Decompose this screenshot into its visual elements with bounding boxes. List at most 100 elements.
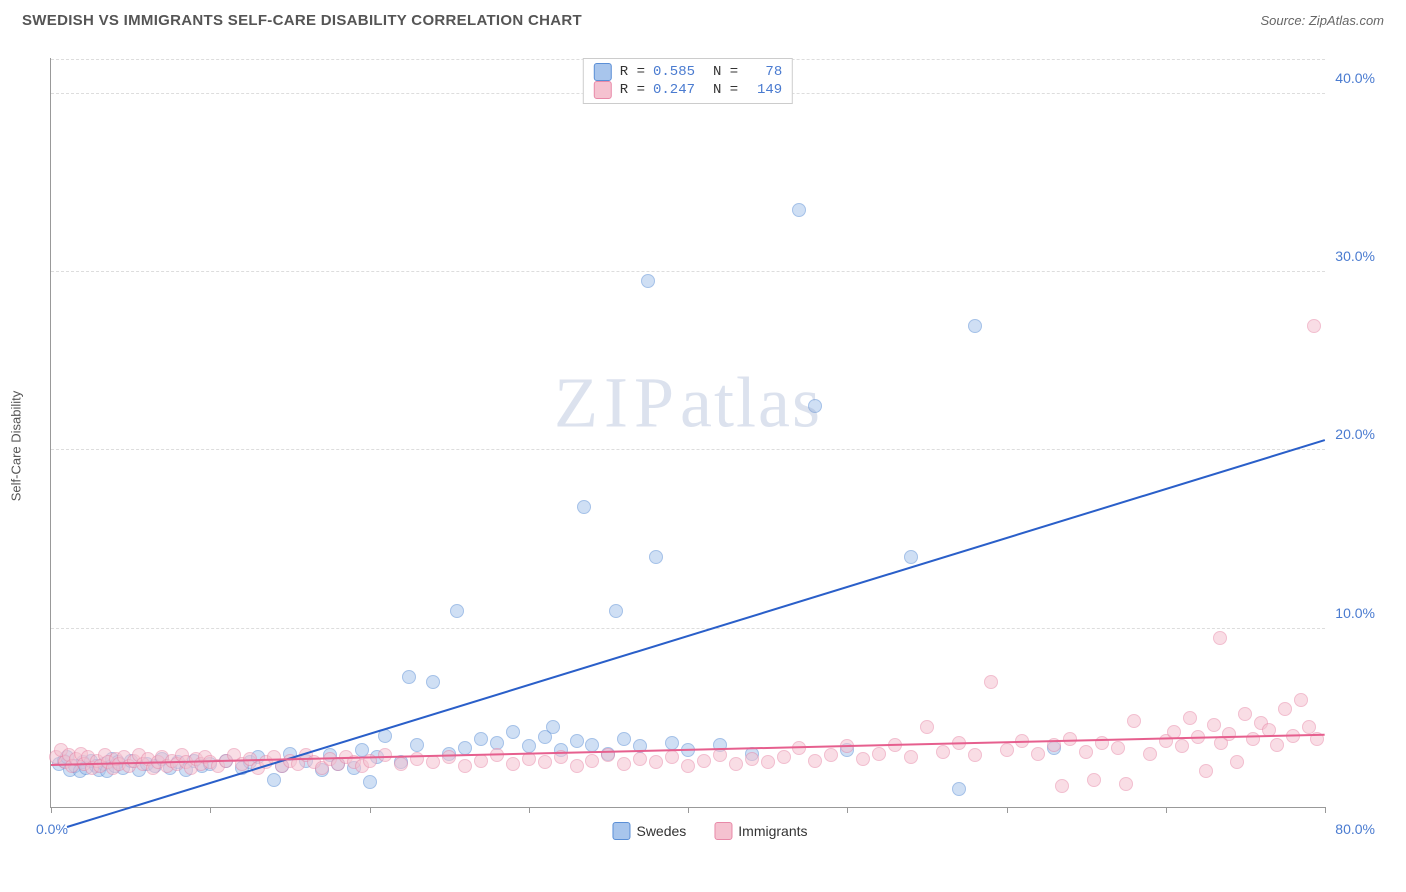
scatter-point [506, 757, 520, 771]
x-tick-label: 80.0% [1335, 821, 1375, 837]
scatter-point [792, 203, 806, 217]
gridline-h [51, 449, 1325, 450]
scatter-point [1307, 319, 1321, 333]
scatter-point [1087, 773, 1101, 787]
legend-n-value: 149 [746, 82, 782, 98]
y-axis-label: Self-Care Disability [9, 391, 24, 502]
legend-n-label: N = [713, 64, 738, 80]
legend-item: Swedes [612, 822, 686, 840]
correlation-legend: R = 0.585 N = 78 R = 0.247 N = 149 [583, 58, 793, 104]
legend-label: Swedes [636, 823, 686, 839]
y-tick-label: 40.0% [1335, 70, 1375, 86]
legend-swatch [612, 822, 630, 840]
scatter-point [984, 675, 998, 689]
x-tick [51, 807, 52, 813]
scatter-point [968, 748, 982, 762]
scatter-point [617, 732, 631, 746]
gridline-h [51, 628, 1325, 629]
y-tick-label: 20.0% [1335, 426, 1375, 442]
scatter-point [410, 752, 424, 766]
scatter-point [617, 757, 631, 771]
scatter-point [609, 604, 623, 618]
scatter-point [1230, 755, 1244, 769]
scatter-point [1278, 702, 1292, 716]
scatter-point [1111, 741, 1125, 755]
scatter-point [649, 755, 663, 769]
scatter-point [856, 752, 870, 766]
plot-region: ZIPatlas R =0.585N =78R =0.247N =149 10.… [50, 58, 1325, 808]
scatter-point [570, 734, 584, 748]
scatter-point [952, 782, 966, 796]
scatter-point [729, 757, 743, 771]
watermark: ZIPatlas [554, 361, 822, 444]
scatter-point [1143, 747, 1157, 761]
x-tick [1325, 807, 1326, 813]
scatter-point [442, 750, 456, 764]
x-tick [210, 807, 211, 813]
scatter-point [920, 720, 934, 734]
scatter-point [394, 757, 408, 771]
scatter-point [458, 759, 472, 773]
scatter-point [267, 773, 281, 787]
scatter-point [1183, 711, 1197, 725]
scatter-point [410, 738, 424, 752]
scatter-point [1127, 714, 1141, 728]
scatter-point [1199, 764, 1213, 778]
legend-r-label: R = [620, 82, 645, 98]
scatter-point [585, 754, 599, 768]
x-tick-label: 0.0% [36, 821, 68, 837]
scatter-point [570, 759, 584, 773]
scatter-point [1238, 707, 1252, 721]
scatter-point [1270, 738, 1284, 752]
scatter-point [1213, 631, 1227, 645]
chart-title: SWEDISH VS IMMIGRANTS SELF-CARE DISABILI… [22, 12, 582, 29]
scatter-point [450, 604, 464, 618]
scatter-point [665, 736, 679, 750]
legend-item: Immigrants [714, 822, 807, 840]
scatter-point [426, 675, 440, 689]
scatter-point [474, 732, 488, 746]
scatter-point [641, 274, 655, 288]
scatter-point [546, 720, 560, 734]
legend-n-value: 78 [746, 64, 782, 80]
scatter-point [506, 725, 520, 739]
scatter-point [968, 319, 982, 333]
legend-row: R = 0.247 N = 149 [594, 81, 782, 99]
scatter-point [936, 745, 950, 759]
chart-header: SWEDISH VS IMMIGRANTS SELF-CARE DISABILI… [0, 0, 1406, 33]
scatter-point [904, 750, 918, 764]
legend-label: Immigrants [738, 823, 807, 839]
scatter-point [713, 748, 727, 762]
scatter-point [681, 759, 695, 773]
x-tick [1007, 807, 1008, 813]
scatter-point [665, 750, 679, 764]
scatter-point [904, 550, 918, 564]
gridline-h [51, 271, 1325, 272]
chart-source: Source: ZipAtlas.com [1260, 13, 1384, 28]
scatter-point [633, 752, 647, 766]
legend-r-value: 0.247 [653, 82, 695, 98]
scatter-point [697, 754, 711, 768]
legend-r-label: R = [620, 64, 645, 80]
scatter-point [1079, 745, 1093, 759]
scatter-point [777, 750, 791, 764]
x-tick [1166, 807, 1167, 813]
y-tick-label: 30.0% [1335, 248, 1375, 264]
legend-n-label: N = [713, 82, 738, 98]
chart-area: ZIPatlas R =0.585N =78R =0.247N =149 10.… [50, 58, 1370, 848]
scatter-point [761, 755, 775, 769]
watermark-zip: ZIP [554, 362, 680, 442]
scatter-point [649, 550, 663, 564]
scatter-point [426, 755, 440, 769]
trend-line [67, 439, 1326, 828]
scatter-point [808, 754, 822, 768]
scatter-point [745, 752, 759, 766]
y-tick-label: 10.0% [1335, 605, 1375, 621]
series-legend: Swedes Immigrants [612, 822, 807, 840]
scatter-point [1294, 693, 1308, 707]
x-tick [847, 807, 848, 813]
x-tick [370, 807, 371, 813]
legend-r-value: 0.585 [653, 64, 695, 80]
x-tick [688, 807, 689, 813]
scatter-point [1119, 777, 1133, 791]
